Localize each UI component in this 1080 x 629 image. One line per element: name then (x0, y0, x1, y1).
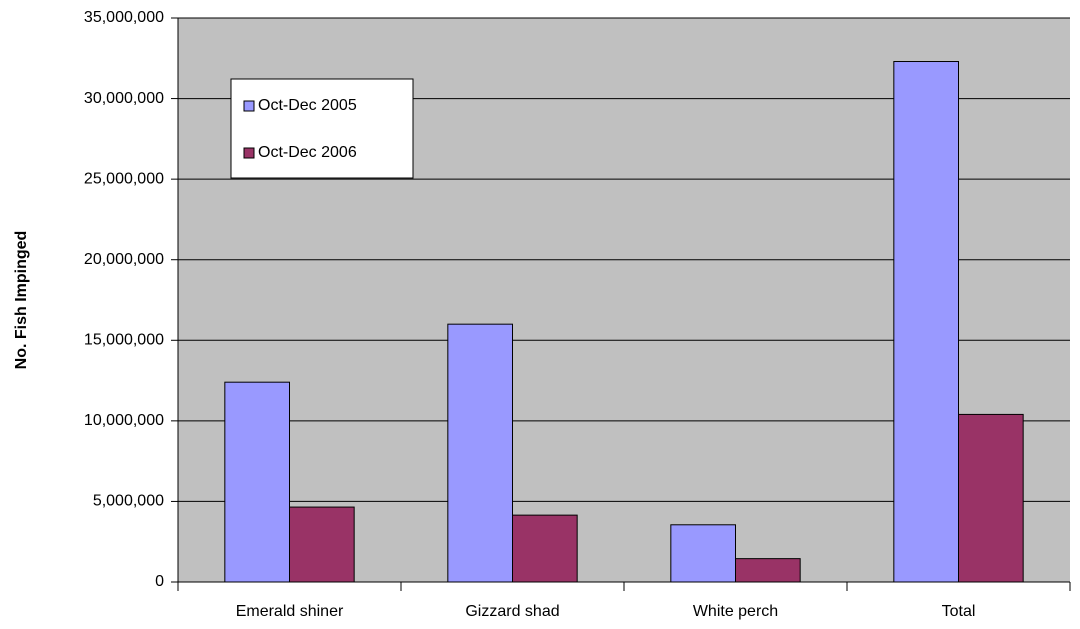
y-tick-label: 25,000,000 (84, 170, 164, 187)
bar (289, 506, 355, 583)
bar (735, 558, 801, 583)
y-tick-label: 30,000,000 (84, 90, 164, 107)
y-axis-label: No. Fish Impinged (13, 231, 30, 370)
legend-label: Oct-Dec 2006 (258, 144, 357, 161)
x-tick-label: Emerald shiner (236, 603, 344, 620)
bar (224, 381, 290, 583)
x-tick-label: Gizzard shad (465, 603, 559, 620)
bar (958, 413, 1024, 583)
bar (512, 514, 578, 583)
y-tick-label: 35,000,000 (84, 9, 164, 26)
x-tick-label: Total (942, 603, 976, 620)
legend-box (230, 78, 414, 179)
legend-label: Oct-Dec 2005 (258, 97, 357, 114)
y-tick-label: 15,000,000 (84, 332, 164, 349)
legend-swatch (243, 100, 255, 112)
y-tick-label: 5,000,000 (93, 493, 164, 510)
x-tick-label: White perch (693, 603, 778, 620)
legend-swatch (243, 147, 255, 159)
bar (447, 323, 513, 583)
bar (670, 524, 737, 583)
y-tick-label: 10,000,000 (84, 412, 164, 429)
bar (893, 61, 960, 583)
y-tick-label: 0 (155, 573, 164, 590)
y-tick-label: 20,000,000 (84, 251, 164, 268)
